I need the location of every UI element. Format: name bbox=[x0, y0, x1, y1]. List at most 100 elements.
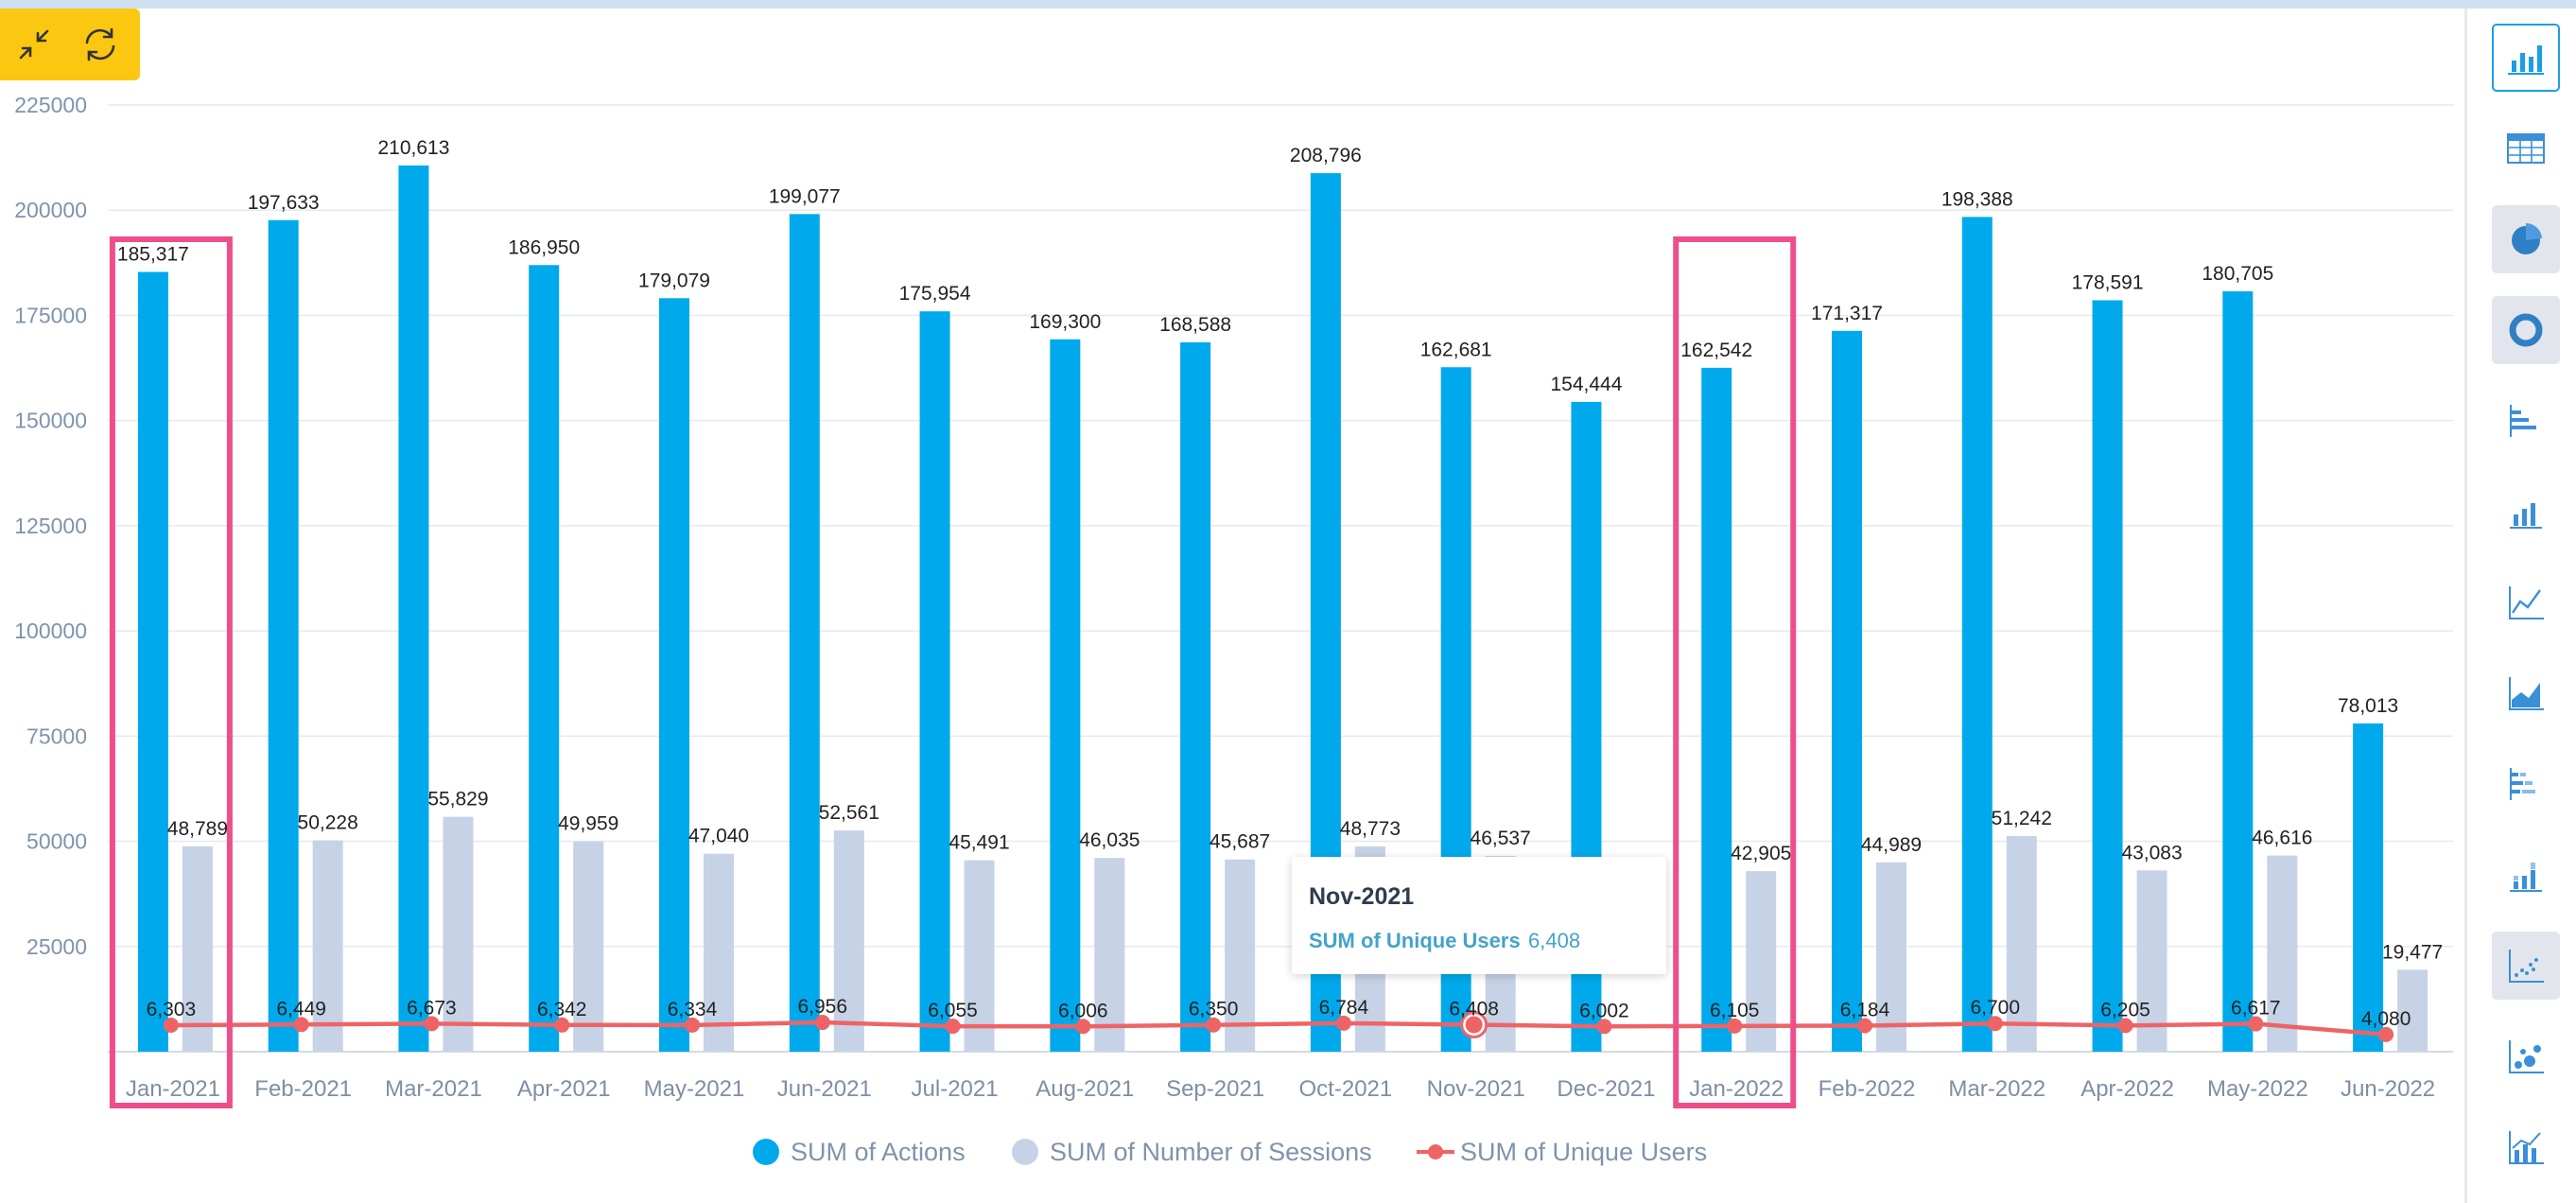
stacked-column-chart-button[interactable] bbox=[2492, 841, 2560, 909]
bar-actions bbox=[1961, 217, 1993, 1053]
column-chart-alt-button[interactable] bbox=[2492, 478, 2560, 546]
x-tick-label: Dec-2021 bbox=[1557, 1076, 1655, 1102]
data-label-sessions: 47,040 bbox=[688, 826, 749, 847]
data-label-actions: 185,317 bbox=[117, 244, 189, 266]
bar-actions bbox=[919, 311, 950, 1052]
line-point bbox=[1335, 1015, 1351, 1031]
data-label-sessions: 48,773 bbox=[1340, 818, 1401, 840]
x-tick-label: Feb-2022 bbox=[1819, 1076, 1916, 1102]
line-unique-users bbox=[170, 1020, 2387, 1037]
data-label-actions: 162,681 bbox=[1420, 339, 1492, 360]
data-label-actions: 208,796 bbox=[1290, 145, 1362, 166]
bar-sessions bbox=[833, 830, 864, 1052]
line-chart-button[interactable] bbox=[2492, 568, 2560, 636]
line-point bbox=[554, 1017, 570, 1033]
data-label-sessions: 46,616 bbox=[2252, 828, 2312, 849]
line-point bbox=[1857, 1018, 1872, 1034]
data-label-actions: 198,388 bbox=[1941, 188, 2013, 210]
column-chart-button[interactable] bbox=[2492, 24, 2560, 92]
data-label-actions: 210,613 bbox=[377, 137, 449, 159]
line-point bbox=[1727, 1018, 1743, 1034]
x-tick-label: Jun-2021 bbox=[777, 1076, 872, 1102]
data-label-sessions: 44,989 bbox=[1861, 834, 1922, 856]
x-tick-label: May-2021 bbox=[644, 1076, 745, 1102]
bar-actions bbox=[398, 166, 429, 1052]
data-label-sessions: 48,789 bbox=[167, 818, 228, 840]
combo-chart-button[interactable] bbox=[2492, 1113, 2560, 1181]
line-point bbox=[814, 1015, 830, 1031]
table-icon bbox=[2507, 133, 2545, 164]
bar-actions bbox=[529, 265, 560, 1052]
scatter-chart-icon bbox=[2509, 950, 2544, 983]
data-label-actions: 179,079 bbox=[638, 270, 710, 291]
data-label-sessions: 45,687 bbox=[1210, 831, 1270, 853]
x-tick-label: Mar-2022 bbox=[1948, 1076, 2045, 1102]
bar-actions bbox=[268, 219, 299, 1052]
data-label-actions: 171,317 bbox=[1811, 303, 1883, 324]
x-tick-label: Apr-2021 bbox=[517, 1076, 611, 1102]
table-button[interactable] bbox=[2492, 114, 2560, 183]
data-label-unique-users: 6,617 bbox=[2231, 998, 2281, 1020]
window-top-bar bbox=[0, 0, 2576, 9]
data-label-unique-users: 6,673 bbox=[407, 997, 457, 1019]
x-tick-label: Jul-2021 bbox=[912, 1076, 999, 1102]
data-label-sessions: 46,537 bbox=[1471, 828, 1531, 849]
x-tick-label: Jan-2022 bbox=[1689, 1076, 1784, 1102]
bar-sessions bbox=[1094, 858, 1125, 1052]
line-point bbox=[1206, 1017, 1222, 1033]
data-label-unique-users: 6,303 bbox=[147, 999, 197, 1020]
data-label-actions: 169,300 bbox=[1029, 311, 1101, 333]
x-tick-label: Feb-2021 bbox=[254, 1076, 352, 1102]
bar-sessions bbox=[182, 846, 213, 1052]
bubble-chart-button[interactable] bbox=[2492, 1022, 2560, 1090]
column-chart-icon bbox=[2508, 45, 2544, 75]
collapse-icon[interactable] bbox=[11, 22, 57, 67]
data-label-actions: 186,950 bbox=[508, 236, 580, 258]
data-label-unique-users: 6,408 bbox=[1449, 998, 1499, 1020]
column-chart-alt-icon bbox=[2510, 503, 2542, 529]
bar-sessions bbox=[2267, 855, 2298, 1052]
bar-actions bbox=[2222, 291, 2254, 1052]
data-label-unique-users: 6,342 bbox=[537, 999, 587, 1020]
legend-unique-users-marker-dot bbox=[1428, 1144, 1443, 1159]
legend-unique-users-label: SUM of Unique Users bbox=[1460, 1138, 1707, 1166]
data-label-actions: 199,077 bbox=[769, 185, 841, 207]
tooltip-series-label: SUM of Unique Users bbox=[1309, 929, 1521, 952]
data-label-unique-users: 6,700 bbox=[1970, 997, 2020, 1019]
bar-chart-icon bbox=[2510, 405, 2536, 437]
bar-sessions bbox=[2136, 870, 2167, 1052]
bar-actions bbox=[659, 298, 689, 1052]
combo-chart-icon bbox=[2509, 1131, 2544, 1164]
legend-actions-label: SUM of Actions bbox=[791, 1138, 966, 1166]
y-tick-label: 200000 bbox=[14, 198, 87, 222]
data-label-unique-users: 6,184 bbox=[1840, 999, 1890, 1020]
data-label-actions: 78,013 bbox=[2338, 695, 2398, 717]
x-tick-label: Jan-2021 bbox=[126, 1076, 220, 1102]
area-chart-button[interactable] bbox=[2492, 659, 2560, 727]
x-tick-label: Oct-2021 bbox=[1299, 1076, 1393, 1102]
refresh-icon[interactable] bbox=[78, 22, 123, 67]
stacked-bar-chart-button[interactable] bbox=[2492, 750, 2560, 818]
area-chart-icon bbox=[2509, 677, 2544, 710]
data-label-sessions: 43,083 bbox=[2121, 842, 2182, 863]
scatter-chart-button[interactable] bbox=[2492, 932, 2560, 1000]
donut-chart-button[interactable] bbox=[2492, 296, 2560, 364]
data-label-sessions: 19,477 bbox=[2382, 941, 2443, 963]
pie-chart-button[interactable] bbox=[2492, 205, 2560, 273]
data-label-sessions: 50,228 bbox=[298, 812, 358, 834]
bar-chart-button[interactable] bbox=[2492, 387, 2560, 455]
y-tick-label: 50000 bbox=[26, 829, 87, 854]
data-label-actions: 178,591 bbox=[2072, 271, 2144, 293]
x-tick-label: Apr-2022 bbox=[2080, 1076, 2174, 1102]
line-chart-icon bbox=[2509, 586, 2544, 619]
line-point bbox=[1465, 1016, 1483, 1034]
data-label-unique-users: 6,055 bbox=[928, 1000, 978, 1021]
bar-actions bbox=[2353, 723, 2384, 1052]
line-point bbox=[1075, 1019, 1091, 1035]
bar-actions bbox=[2092, 300, 2123, 1052]
highlight-box bbox=[109, 236, 233, 1108]
x-tick-label: May-2022 bbox=[2207, 1076, 2308, 1102]
chart-tooltip: Nov-2021 SUM of Unique Users 6,408 bbox=[1292, 857, 1666, 974]
data-label-actions: 162,542 bbox=[1680, 340, 1752, 361]
stacked-column-chart-icon bbox=[2510, 863, 2542, 892]
